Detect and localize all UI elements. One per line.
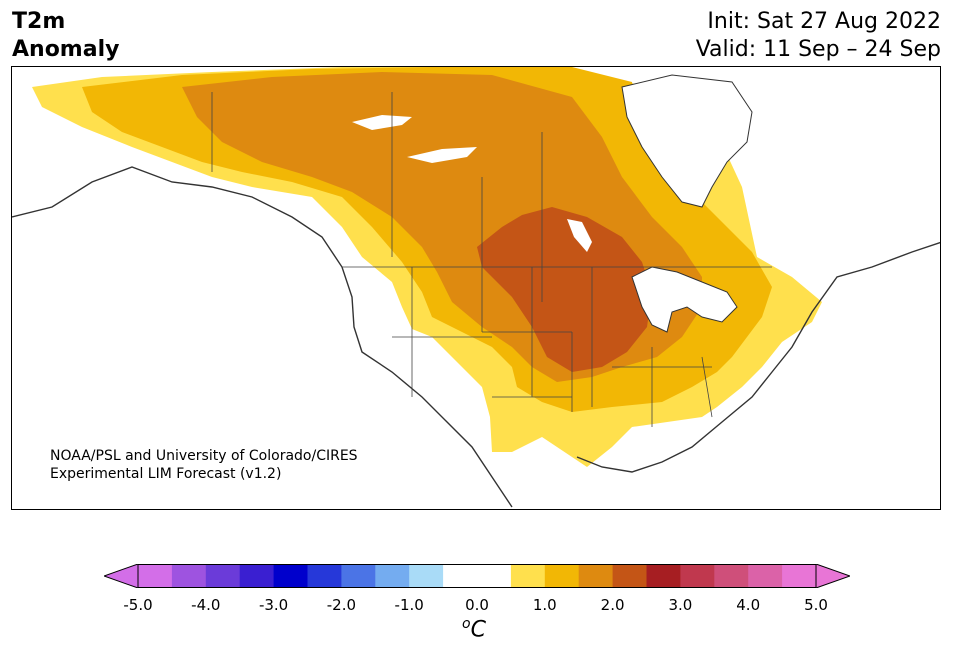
colorbar-cell xyxy=(646,564,681,588)
unit-superscript: o xyxy=(462,616,471,632)
colorbar-unit: oC xyxy=(462,616,486,642)
forecast-dates: Init: Sat 27 Aug 2022 Valid: 11 Sep – 24… xyxy=(696,8,941,64)
colorbar-cell xyxy=(748,564,783,588)
colorbar-cell xyxy=(409,564,444,588)
colorbar-tick-label: 1.0 xyxy=(532,596,557,614)
colorbar-extend-high xyxy=(815,564,850,588)
colorbar-cell xyxy=(680,564,715,588)
colorbar-cell xyxy=(138,564,173,588)
colorbar-tick-label: 4.0 xyxy=(736,596,761,614)
map-title: T2m Anomaly xyxy=(12,8,119,64)
great-slave-lake xyxy=(407,147,477,163)
colorbar-cell xyxy=(612,564,647,588)
political-borders xyxy=(211,92,772,427)
init-date: Init: Sat 27 Aug 2022 xyxy=(707,9,941,34)
colorbar-extend-low xyxy=(104,564,139,588)
colorbar-tick-label: 5.0 xyxy=(804,596,828,614)
title-line-1: T2m xyxy=(12,9,66,34)
colorbar-cell xyxy=(510,564,546,588)
colorbar-tick-label: 0.0 xyxy=(465,596,489,614)
colorbar-tick-label: -2.0 xyxy=(326,596,357,614)
colorbar-tick-label: -3.0 xyxy=(258,596,289,614)
colorbar-cell xyxy=(714,564,749,588)
colorbar xyxy=(104,564,850,588)
title-line-2: Anomaly xyxy=(12,37,120,62)
great-lakes xyxy=(631,266,738,333)
colorbar-tick-label: 3.0 xyxy=(668,596,693,614)
colorbar-cell xyxy=(273,564,308,588)
colorbar-cell xyxy=(375,564,410,588)
colorbar-cell xyxy=(171,564,207,588)
credit-text: NOAA/PSL and University of Colorado/CIRE… xyxy=(50,447,358,483)
anomaly-region-2-0 xyxy=(477,207,652,372)
anomaly-map: NOAA/PSL and University of Colorado/CIRE… xyxy=(11,66,941,510)
colorbar-cell xyxy=(341,564,376,588)
colorbar-tick-label: -1.0 xyxy=(394,596,424,614)
colorbar-tick-label: -5.0 xyxy=(123,596,153,614)
colorbar-cell xyxy=(477,564,512,588)
credit-line-1: NOAA/PSL and University of Colorado/CIRE… xyxy=(50,448,358,464)
hudson-bay xyxy=(621,74,753,208)
unit-base: C xyxy=(470,617,486,643)
colorbar-cell xyxy=(544,564,580,588)
colorbar-cell xyxy=(307,564,342,588)
colorbar-cell xyxy=(443,564,478,588)
colorbar-cell xyxy=(782,564,817,588)
valid-range: Valid: 11 Sep – 24 Sep xyxy=(695,37,941,62)
colorbar-ticks: -5.0 -4.0 -3.0 -2.0 -1.0 0.0 1.0 2.0 3.0 4.0 5.0 xyxy=(0,596,953,616)
lake-winnipeg xyxy=(567,219,592,252)
credit-line-2: Experimental LIM Forecast (v1.2) xyxy=(50,466,282,482)
colorbar-tick-label: 2.0 xyxy=(600,596,625,614)
colorbar-cell xyxy=(239,564,275,588)
map-canvas xyxy=(12,67,940,508)
colorbar-cell xyxy=(205,564,241,588)
great-bear-lake xyxy=(352,115,412,130)
colorbar-tick-label: -4.0 xyxy=(191,596,221,614)
colorbar-cell xyxy=(578,564,614,588)
colorbar-outline xyxy=(137,564,817,588)
